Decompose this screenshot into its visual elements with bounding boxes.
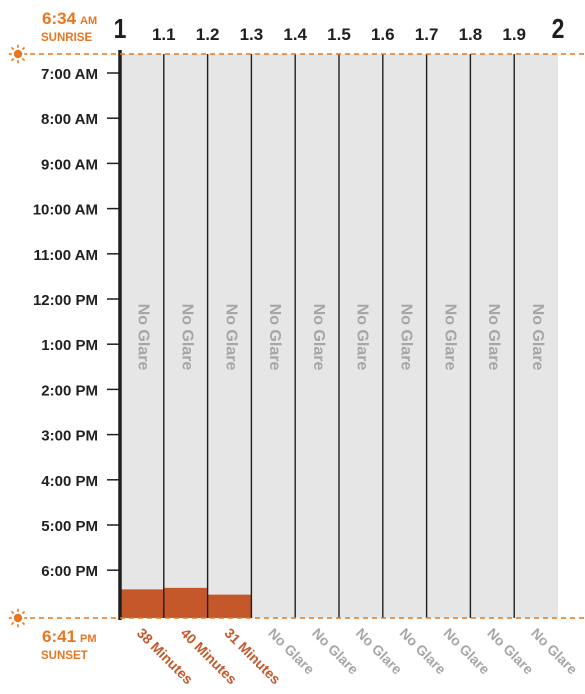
bar-value-label: No Glare [397, 625, 450, 678]
bar-value-label: No Glare [309, 625, 362, 678]
time-tick-label: 5:00 PM [41, 518, 98, 535]
bar-value-label: No Glare [484, 625, 537, 678]
column-band [426, 54, 471, 618]
time-tick-label: 4:00 PM [41, 473, 98, 490]
column-band [295, 54, 339, 618]
column-label: 1.6 [371, 25, 395, 44]
column-label: 1.5 [327, 25, 351, 44]
column-label: 1.1 [152, 25, 176, 44]
sunrise-icon-ray [21, 46, 26, 51]
column-label: 1.8 [459, 25, 483, 44]
sunset-icon-ray [21, 610, 26, 615]
sunset-icon-ray [21, 621, 26, 626]
time-tick-label: 12:00 PM [33, 292, 98, 309]
bar-value-label: No Glare [440, 625, 493, 678]
sunrise-icon-ray [10, 46, 15, 51]
column-band [339, 54, 383, 618]
column-label: 1.7 [415, 25, 439, 44]
column-label: 1.4 [283, 25, 307, 44]
no-glare-label: No Glare [222, 304, 239, 371]
sunrise-icon-ray [21, 57, 26, 62]
glare-bar [120, 589, 164, 618]
sunrise-ampm: AM [80, 15, 97, 27]
time-tick-label: 10:00 AM [33, 202, 98, 219]
sunset-label: SUNSET [41, 650, 88, 662]
column-label: 1 [114, 14, 127, 45]
sunset-icon-ray [10, 621, 15, 626]
time-tick-label: 8:00 AM [41, 111, 98, 128]
no-glare-label: No Glare [178, 304, 195, 371]
column-label: 1.9 [502, 25, 526, 44]
column-band [251, 54, 296, 618]
no-glare-label: No Glare [397, 304, 414, 371]
column-label: 2 [552, 14, 565, 45]
sunrise-label: SUNRISE [41, 32, 92, 44]
time-tick-label: 7:00 AM [41, 66, 98, 83]
no-glare-label: No Glare [485, 304, 502, 371]
column-label: 1.2 [196, 25, 220, 44]
sunset-ampm: PM [80, 633, 97, 645]
column-band [207, 54, 252, 618]
bar-value-label: No Glare [353, 625, 406, 678]
glare-bar [163, 587, 208, 618]
column-band [382, 54, 427, 618]
no-glare-label: No Glare [266, 304, 283, 371]
no-glare-label: No Glare [135, 304, 152, 371]
glare-bar [207, 594, 252, 618]
column-band [514, 54, 558, 618]
time-tick-label: 9:00 AM [41, 156, 98, 173]
sunset-icon-ray [10, 610, 15, 615]
bar-value-label: No Glare [528, 625, 581, 678]
column-band [120, 54, 164, 618]
sunset-time: 6:41 [42, 627, 76, 646]
no-glare-label: No Glare [529, 304, 546, 371]
sunrise-icon-ray [10, 57, 15, 62]
time-tick-label: 6:00 PM [41, 563, 98, 580]
column-label: 1.3 [240, 25, 264, 44]
no-glare-label: No Glare [310, 304, 327, 371]
time-tick-label: 11:00 AM [34, 247, 98, 264]
time-tick-label: 2:00 PM [41, 382, 98, 399]
column-band [470, 54, 515, 618]
time-tick-label: 1:00 PM [41, 337, 98, 354]
no-glare-label: No Glare [354, 304, 371, 371]
sunset-icon [13, 613, 23, 623]
sunrise-icon [13, 49, 23, 59]
time-tick-label: 3:00 PM [41, 428, 98, 445]
no-glare-label: No Glare [441, 304, 458, 371]
column-band [163, 54, 208, 618]
sunrise-time: 6:34 [42, 9, 77, 28]
